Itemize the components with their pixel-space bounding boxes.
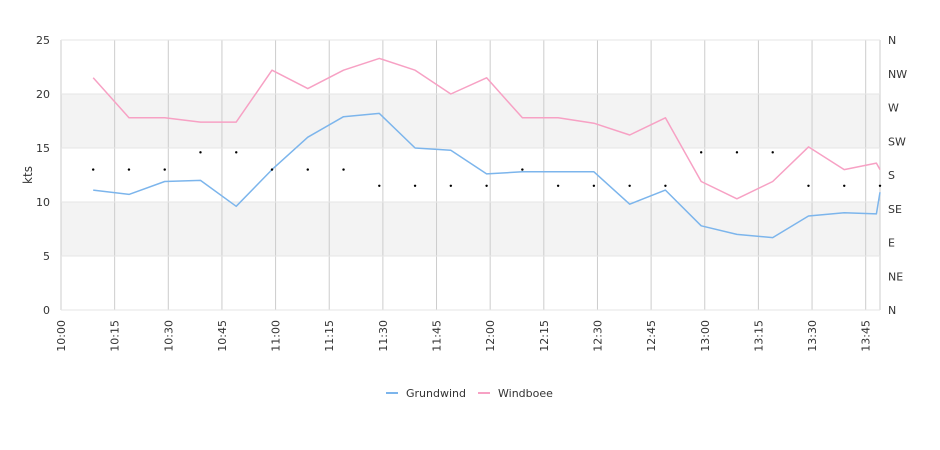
direction-marker [413, 184, 417, 187]
direction-marker [556, 184, 560, 187]
x-tick-label: 10:45 [216, 320, 229, 352]
x-tick-label: 11:15 [323, 320, 336, 352]
direction-marker [735, 151, 739, 154]
x-tick-label: 11:45 [431, 320, 444, 352]
legend-label: Grundwind [406, 387, 466, 400]
direction-marker [270, 168, 274, 171]
legend-item-grundwind[interactable]: Grundwind [386, 387, 466, 400]
direction-marker [771, 151, 774, 154]
direction-tick-label: N [888, 34, 896, 47]
x-tick-label: 12:00 [484, 320, 497, 352]
direction-tick-label: SE [888, 203, 902, 216]
direction-tick-label: E [888, 237, 895, 250]
direction-marker [199, 151, 202, 154]
direction-marker [449, 184, 453, 187]
vertical-grid [60, 40, 881, 310]
direction-marker [592, 184, 596, 187]
x-tick-label: 13:45 [860, 320, 873, 352]
y-tick-label: 10 [36, 196, 50, 209]
y-tick-label: 20 [36, 88, 50, 101]
y-tick-label: 25 [36, 34, 50, 47]
x-tick-label: 13:30 [806, 320, 819, 352]
horizontal-grid [61, 39, 880, 311]
direction-tick-label: NE [888, 270, 903, 283]
legend-label: Windboee [498, 387, 553, 400]
direction-marker [127, 168, 131, 171]
direction-marker [699, 151, 703, 154]
direction-tick-label: N [888, 304, 896, 317]
direction-tick-label: NW [888, 68, 907, 81]
direction-marker [378, 184, 381, 187]
direction-markers [91, 151, 882, 187]
direction-marker [628, 184, 631, 187]
x-tick-label: 12:45 [645, 320, 658, 352]
direction-marker [843, 184, 846, 187]
direction-marker [521, 168, 524, 171]
plot-bands [61, 94, 880, 256]
legend[interactable]: Grundwind Windboee [386, 387, 553, 400]
direction-marker [91, 168, 95, 171]
direction-marker [163, 168, 166, 171]
y-tick-label: 15 [36, 142, 50, 155]
direction-tick-label: W [888, 102, 899, 115]
direction-marker [878, 184, 882, 187]
direction-marker [342, 168, 345, 171]
direction-tick-label: S [888, 169, 895, 182]
direction-marker [306, 168, 309, 171]
direction-marker [485, 184, 488, 187]
plot-band [61, 94, 880, 148]
legend-item-windboee[interactable]: Windboee [478, 387, 553, 400]
direction-axis-ticks: N NE E SE S SW W NW N [888, 34, 907, 317]
direction-marker [807, 184, 810, 187]
y-axis-title: kts [21, 166, 35, 184]
x-tick-label: 10:30 [162, 320, 175, 352]
y-axis-ticks: 0 5 10 15 20 25 [36, 34, 50, 317]
x-tick-label: 13:00 [699, 320, 712, 352]
x-tick-label: 10:15 [109, 320, 122, 352]
direction-marker [235, 151, 238, 154]
x-tick-label: 10:00 [55, 320, 68, 352]
plot-band [61, 202, 880, 256]
x-tick-label: 12:15 [538, 320, 551, 352]
y-tick-label: 0 [43, 304, 50, 317]
series-line-windboee [92, 57, 881, 200]
x-tick-label: 13:15 [752, 320, 765, 352]
x-axis-ticks: 10:00 10:15 10:30 10:45 11:00 11:15 11:30 11:45… [55, 320, 873, 352]
series-lines [92, 57, 881, 239]
y-tick-label: 5 [43, 250, 50, 263]
x-tick-label: 11:30 [377, 320, 390, 352]
direction-tick-label: SW [888, 135, 906, 148]
x-tick-label: 11:00 [270, 320, 283, 352]
x-tick-label: 12:30 [591, 320, 604, 352]
direction-marker [664, 184, 667, 187]
series-line-grundwind [93, 112, 881, 239]
